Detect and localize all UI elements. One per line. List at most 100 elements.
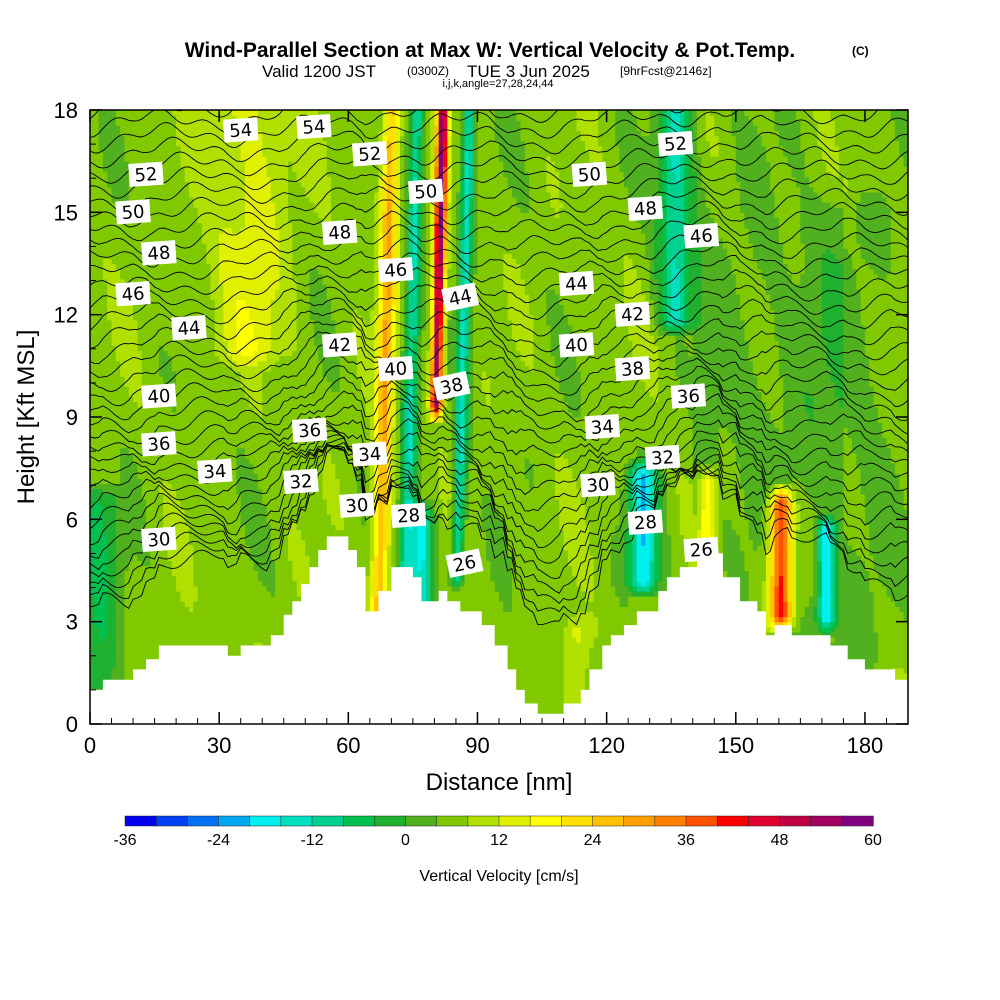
field-cell (184, 161, 190, 167)
field-cell (253, 422, 259, 428)
field-cell (253, 243, 259, 249)
field-cell (98, 283, 104, 290)
field-cell (219, 370, 225, 377)
field-cell (120, 391, 126, 398)
field-cell (171, 376, 177, 382)
field-cell (141, 606, 147, 613)
field-cell (193, 575, 199, 582)
field-cell (98, 406, 104, 413)
field-cell (128, 365, 134, 372)
field-cell (128, 135, 134, 142)
field-column (219, 110, 225, 724)
field-cell (193, 606, 199, 613)
field-cell (120, 550, 126, 556)
field-cell (163, 304, 169, 311)
field-cell (206, 621, 212, 628)
field-cell (189, 616, 194, 623)
field-cell (133, 616, 138, 623)
field-cell (102, 335, 108, 341)
field-cell (133, 391, 138, 398)
field-cell (232, 186, 237, 193)
field-cell (219, 447, 225, 454)
field-cell (145, 156, 151, 162)
field-cell (158, 217, 164, 224)
field-cell (163, 319, 169, 326)
field-cell (193, 227, 199, 234)
field-cell (163, 631, 169, 638)
field-cell (102, 498, 108, 505)
field-cell (176, 519, 182, 526)
field-cell (197, 550, 203, 556)
field-cell (102, 161, 108, 167)
field-cell (244, 580, 250, 587)
field-cell (120, 125, 126, 132)
field-cell (115, 483, 121, 490)
field-cell (176, 243, 182, 249)
field-cell (145, 606, 151, 613)
field-cell (107, 621, 113, 628)
field-cell (128, 457, 134, 464)
field-cell (223, 596, 229, 602)
field-cell (133, 196, 138, 203)
field-cell (180, 222, 186, 229)
field-cell (163, 150, 169, 157)
field-cell (98, 248, 104, 254)
field-cell (141, 186, 147, 193)
field-cell (193, 140, 199, 147)
field-cell (206, 616, 212, 623)
field-cell (124, 447, 130, 454)
field-cell (206, 268, 212, 275)
field-cell (210, 498, 216, 505)
field-cell (257, 575, 263, 582)
field-cell (111, 606, 117, 613)
field-cell (158, 232, 164, 239)
field-cell (158, 289, 164, 295)
field-cell (167, 406, 173, 413)
field-cell (141, 550, 147, 556)
field-cell (163, 370, 169, 377)
field-cell (163, 207, 169, 213)
field-cell (141, 365, 147, 372)
field-cell (124, 555, 130, 561)
field-cell (189, 427, 194, 433)
field-cell (128, 652, 134, 659)
field-cell (115, 176, 121, 183)
field-cell (124, 631, 130, 638)
field-cell (214, 580, 220, 587)
field-cell (184, 360, 190, 367)
field-cell (219, 519, 225, 526)
field-cell (90, 365, 95, 372)
field-cell (184, 432, 190, 439)
field-cell (193, 432, 199, 439)
field-cell (107, 493, 113, 500)
field-cell (120, 642, 126, 648)
field-cell (262, 258, 268, 265)
field-cell (102, 590, 108, 597)
field-cell (154, 191, 160, 198)
field-cell (210, 417, 216, 423)
field-cell (176, 263, 182, 270)
field-cell (236, 263, 242, 270)
field-cell (206, 606, 212, 613)
field-cell (167, 488, 173, 495)
field-cell (107, 417, 113, 423)
field-cell (90, 191, 95, 198)
field-cell (236, 611, 242, 618)
field-cell (90, 478, 95, 485)
field-cell (176, 196, 182, 203)
field-cell (193, 519, 199, 526)
field-cell (150, 514, 156, 520)
field-cell (227, 585, 233, 592)
field-column (197, 110, 203, 724)
field-cell (206, 493, 212, 500)
field-cell (102, 386, 108, 393)
field-cell (171, 135, 177, 142)
field-cell (189, 166, 194, 172)
field-cell (240, 166, 246, 172)
field-cell (163, 268, 169, 275)
field-cell (94, 427, 100, 433)
field-cell (214, 196, 220, 203)
field-cell (244, 606, 250, 613)
field-cell (120, 406, 126, 413)
